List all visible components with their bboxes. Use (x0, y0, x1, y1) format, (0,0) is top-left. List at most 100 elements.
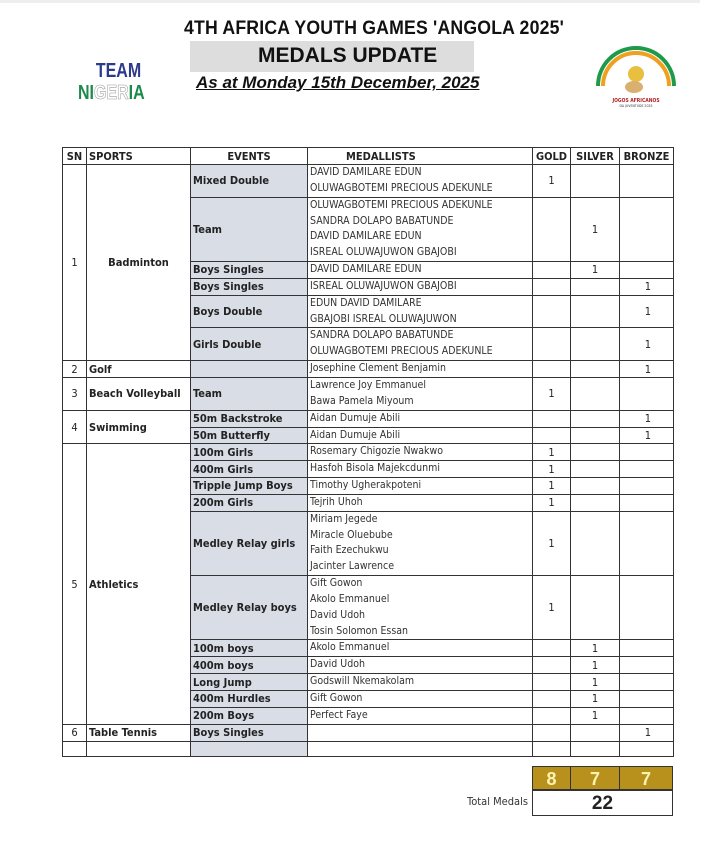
event-name: 200m Boys (190, 706, 308, 725)
silver-count (570, 277, 620, 296)
empty-cell (307, 740, 533, 758)
gold-count: 1 (532, 460, 571, 479)
team-nigeria-logo: TEAM NIGERIA (78, 60, 145, 104)
medallists-cell: OLUWAGBOTEMI PRECIOUS ADEKUNLE SANDRA DOL… (307, 196, 533, 263)
gold-count (532, 196, 571, 263)
gold-count (532, 294, 571, 329)
silver-count (570, 294, 620, 329)
bronze-count: 1 (619, 723, 674, 742)
table-row: 3 Beach Volleyball Team Lawrence Joy Emmanu… (62, 376, 674, 411)
page-subtitle: MEDALS UPDATE (258, 44, 438, 67)
gold-count (532, 327, 571, 362)
medallist-name: Rosemary Chigozie Nwakwo (310, 445, 444, 458)
table-row: 4 Swimming 50m Backstroke Aidan Dumuje Abil… (62, 409, 674, 445)
bronze-count: 1 (619, 277, 674, 296)
medallist-name: Hasfoh Bisola Majekcdunmi (310, 462, 440, 475)
medallist-name: Akolo Emmanuel (310, 592, 390, 605)
medallists-cell: Aidan Dumuje Abili (307, 409, 533, 428)
total-medals-label: Total Medals (467, 795, 528, 808)
table-row: Long Jump Godswill Nkemakolam 1 (63, 673, 674, 691)
medallist-name: Akolo Emmanuel (310, 641, 390, 654)
medallists-cell: Aidan Dumuje Abili (307, 426, 533, 445)
event-name: Long Jump (190, 673, 308, 691)
silver-count (570, 723, 620, 742)
table-row: 2 Golf Josephine Clement Benjamin 1 (62, 360, 674, 378)
medallists-cell: SANDRA DOLAPO BABATUNDE OLUWAGBOTEMI PREC… (307, 327, 533, 362)
gold-count: 1 (532, 493, 571, 512)
date-line: As at Monday 15th December, 2025 (196, 73, 480, 92)
medallist-name: SANDRA DOLAPO BABATUNDE (310, 214, 454, 227)
bronze-count (619, 196, 674, 263)
sport-name: Table Tennis (86, 723, 191, 742)
table-row: 1 Badminton Mixed Double DAVID DAMILARE EDU… (62, 163, 674, 362)
medallist-name: Faith Ezechukwu (310, 544, 389, 557)
medallists-cell: Godswill Nkemakolam (307, 673, 533, 691)
gold-count: 1 (532, 443, 571, 462)
medallist-name: Perfect Faye (310, 708, 368, 721)
empty-row (62, 740, 674, 758)
bronze-count: 1 (619, 294, 674, 329)
medallists-cell: Gift Gowon (307, 690, 533, 708)
medallist-name: Aidan Dumuje Abili (310, 428, 401, 441)
table-row: 50m Butterfly Aidan Dumuje Abili 1 (63, 426, 674, 445)
bronze-count (619, 510, 674, 577)
event-name: Mixed Double (190, 164, 308, 198)
gold-count (532, 261, 571, 279)
table-row: 400m Girls Hasfoh Bisola Majekcdunmi 1 (63, 460, 674, 479)
gold-count (532, 277, 571, 296)
sport-name: Badminton (86, 163, 191, 362)
table-row: 5 Athletics 100m Girls Rosemary Chigozie Nw… (62, 443, 674, 725)
gold-count (532, 673, 571, 691)
medallists-cell: Miriam Jegede Miracle Oluebube Faith Ezech… (307, 510, 533, 577)
event-name: 100m boys (190, 639, 308, 658)
event-name: Girls Double (190, 327, 308, 362)
event-name: 400m Hurdles (190, 690, 308, 708)
medallist-name: OLUWAGBOTEMI PRECIOUS ADEKUNLE (310, 345, 493, 358)
medallists-cell (307, 723, 533, 742)
event-name: 50m Backstroke (190, 409, 308, 428)
bronze-count (619, 164, 674, 198)
table-row: Team OLUWAGBOTEMI PRECIOUS ADEKUNLE SANDRA… (63, 196, 674, 263)
silver-count: 1 (570, 706, 620, 725)
bronze-count (619, 639, 674, 658)
silver-count: 1 (570, 261, 620, 279)
silver-count (570, 575, 620, 641)
bronze-count: 1 (619, 360, 674, 378)
medallist-name: David Udoh (310, 658, 365, 671)
table-row: 6 Table Tennis Boys Singles 1 (62, 723, 674, 742)
table-row: 400m boys David Udoh 1 (63, 656, 674, 675)
medallist-name: Jacinter Lawrence (310, 560, 395, 573)
medallist-name: David Udoh (310, 608, 365, 621)
medallists-cell: Hasfoh Bisola Majekcdunmi (307, 460, 533, 479)
bronze-count (619, 443, 674, 462)
silver-count (570, 426, 620, 445)
table-row: Boys Singles ISREAL OLUWAJUWON GBAJOBI 1 (63, 277, 674, 296)
svg-text:JOGOS AFRICANOS: JOGOS AFRICANOS (611, 98, 659, 104)
empty-cell (190, 740, 308, 758)
bronze-count (619, 656, 674, 675)
table-row: Tripple Jump Boys Timothy Ugherakpoteni 1 (63, 477, 674, 495)
event-name: Boys Double (190, 294, 308, 329)
medallist-name: DAVID DAMILARE EDUN (310, 263, 422, 276)
games-logo: JOGOS AFRICANOS DA JUVENTUDE 2025 (596, 46, 676, 108)
sport-number: 1 (62, 163, 87, 362)
total-gold: 8 (532, 766, 571, 790)
bronze-count (619, 261, 674, 279)
sport-number: 6 (62, 723, 87, 742)
event-name: Team (190, 196, 308, 263)
column-header-gold: GOLD (532, 147, 571, 165)
medallist-name: OLUWAGBOTEMI PRECIOUS ADEKUNLE (310, 181, 493, 194)
event-name: 400m Girls (190, 460, 308, 479)
bronze-count (619, 690, 674, 708)
total-silver: 7 (570, 766, 620, 790)
medallist-name: Aidan Dumuje Abili (310, 411, 401, 424)
table-row: Medley Relay girls Miriam Jegede Miracle O… (63, 510, 674, 577)
medallist-name: DAVID DAMILARE EDUN (310, 166, 422, 178)
top-border (0, 0, 700, 3)
column-header-medallists: MEDALLISTS (307, 147, 533, 165)
event-name (190, 360, 308, 378)
silver-count (570, 493, 620, 512)
total-bronze: 7 (619, 766, 673, 790)
table-row: 400m Hurdles Gift Gowon 1 (63, 690, 674, 708)
event-name: Medley Relay girls (190, 510, 308, 577)
